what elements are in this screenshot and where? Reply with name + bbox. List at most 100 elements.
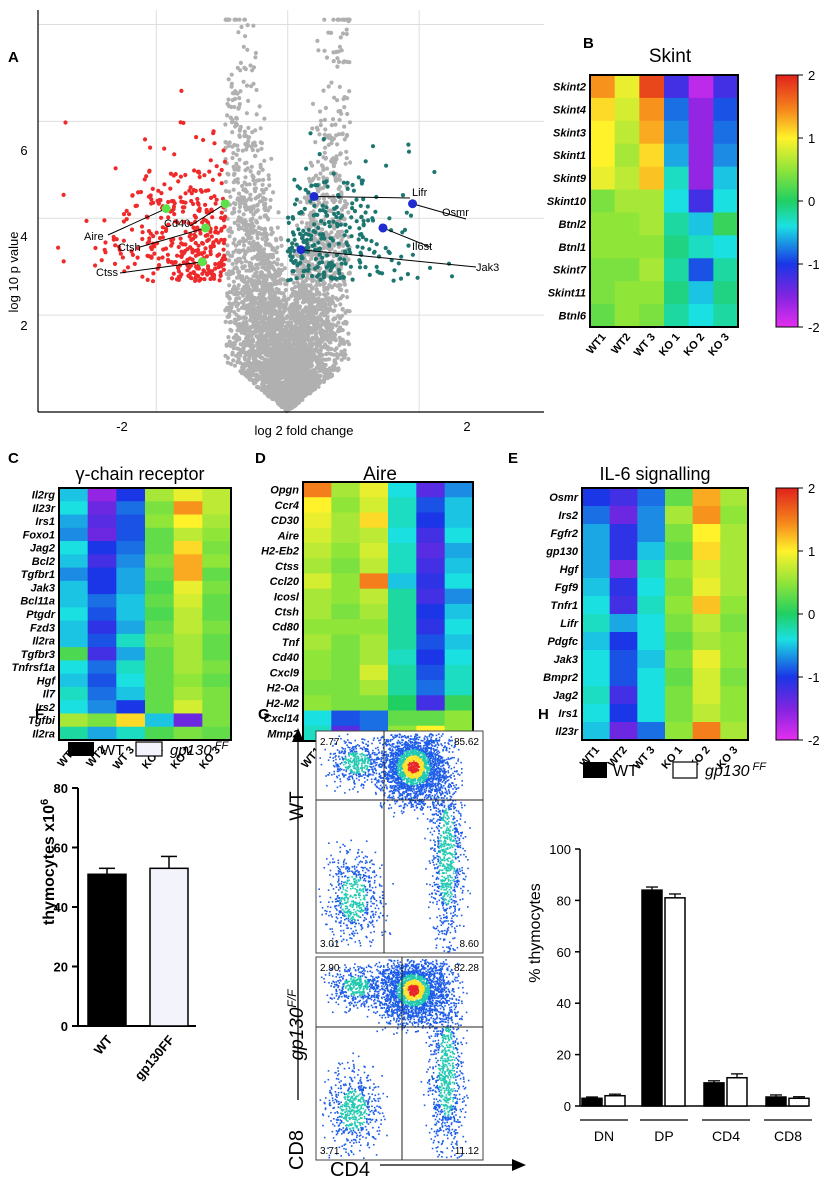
hm-e-cell xyxy=(665,632,694,651)
volcano-point xyxy=(234,122,240,127)
volcano-point-up xyxy=(351,188,356,193)
hm-c-cell xyxy=(87,594,117,608)
volcano-point xyxy=(323,145,328,150)
volcano-point xyxy=(250,147,255,153)
volcano-point xyxy=(250,330,256,335)
hm-d-cell xyxy=(331,619,361,635)
volcano-point xyxy=(342,355,347,360)
hm-c-cell xyxy=(173,673,203,688)
hm-b-row-label: Skint9 xyxy=(553,173,587,185)
volcano-point xyxy=(241,293,246,298)
volcano-point xyxy=(341,31,346,36)
hm-c-cell xyxy=(87,501,117,515)
hm-e-cell xyxy=(582,542,611,561)
volcano-point xyxy=(239,24,244,30)
hm-e-row-label: Tnfr1 xyxy=(551,600,579,612)
volcano-point-down xyxy=(154,230,159,235)
hm-c-row-label: Tgfbr3 xyxy=(21,649,55,661)
hm-d-cell xyxy=(444,680,474,696)
volcano-point-down xyxy=(196,243,201,248)
volcano-point xyxy=(254,321,259,326)
volcano-point-up xyxy=(331,219,336,224)
hm-c-cell xyxy=(202,726,232,741)
volcano-point xyxy=(316,176,321,181)
volcano-point-down xyxy=(219,210,224,215)
volcano-point xyxy=(241,320,246,325)
volcano-point xyxy=(247,277,252,282)
hm-b-cell xyxy=(713,166,739,190)
hm-c-cell xyxy=(173,488,203,502)
hm-e-cell xyxy=(692,524,721,543)
volcano-point-down xyxy=(222,253,227,258)
hm-c-row-label: Fzd3 xyxy=(30,622,55,634)
hm-d-cell xyxy=(303,573,332,590)
volcano-point-down xyxy=(221,247,226,252)
volcano-point-down xyxy=(214,164,219,169)
volcano-point xyxy=(297,399,302,404)
hm-c-cell xyxy=(59,580,89,595)
hm-d-cell xyxy=(359,649,389,666)
volcano-point xyxy=(251,178,256,183)
volcano-point xyxy=(329,138,335,143)
volcano-point xyxy=(250,216,255,221)
volcano-point xyxy=(293,398,298,403)
volcano-point xyxy=(308,160,313,165)
volcano-point-up xyxy=(326,220,331,225)
volcano-point xyxy=(332,197,337,202)
volcano-point xyxy=(269,356,274,361)
hm-b-cell xyxy=(688,281,714,305)
volcano-point xyxy=(237,102,242,107)
hm-b-cell xyxy=(590,258,616,282)
volcano-point-down xyxy=(194,274,199,279)
volcano-point xyxy=(314,125,319,130)
volcano-point xyxy=(259,370,264,375)
volcano-point-down xyxy=(179,88,184,93)
hm-b-cell xyxy=(688,189,714,213)
hm-e-cell xyxy=(637,578,666,597)
hm-c-cell xyxy=(59,607,89,622)
volcano-point xyxy=(262,213,267,218)
volcano-point-up xyxy=(308,131,313,136)
hm-c-cell xyxy=(145,501,175,515)
hm-c-cell xyxy=(87,673,117,688)
hm-b-cell xyxy=(639,189,665,213)
volcano-point xyxy=(248,341,253,346)
volcano-point xyxy=(304,363,309,368)
volcano-point xyxy=(232,237,237,242)
volcano-point-up xyxy=(300,256,305,261)
volcano-point xyxy=(247,196,252,201)
hm-c-cell xyxy=(59,726,89,741)
volcano-point xyxy=(289,344,294,349)
volcano-point-down xyxy=(159,191,164,196)
hm-d-row-label: Ctss xyxy=(275,561,299,573)
hm-d-row-label: Aire xyxy=(277,530,299,542)
volcano-point xyxy=(240,287,245,292)
volcano-point xyxy=(346,331,351,336)
volcano-point-down xyxy=(210,215,215,220)
volcano-point xyxy=(326,296,331,301)
volcano-x-label: log 2 fold change xyxy=(254,423,353,438)
volcano-point-up xyxy=(449,274,455,279)
volcano-point-down xyxy=(102,218,107,223)
volcano-point xyxy=(310,387,316,393)
volcano-point-down xyxy=(151,200,156,205)
volcano-point xyxy=(251,212,256,217)
volcano-point xyxy=(299,322,304,327)
hm-b-row-label: Skint7 xyxy=(553,265,587,277)
volcano-point xyxy=(295,269,300,274)
hm-e-cell xyxy=(665,596,694,615)
volcano-point xyxy=(297,354,302,359)
volcano-point-up xyxy=(290,215,295,220)
volcano-point-up xyxy=(361,218,366,223)
hm-d-cell xyxy=(388,512,417,529)
volcano-point xyxy=(318,118,323,123)
hm-c-cell xyxy=(116,686,146,701)
volcano-point xyxy=(309,319,314,325)
hm-d-cell xyxy=(388,695,417,711)
volcano-point xyxy=(288,389,293,394)
volcano-point xyxy=(300,380,305,385)
volcano-point-up xyxy=(350,201,355,206)
volcano-point xyxy=(283,391,288,396)
hm-b-cell xyxy=(614,235,640,259)
volcano-point xyxy=(250,325,255,330)
